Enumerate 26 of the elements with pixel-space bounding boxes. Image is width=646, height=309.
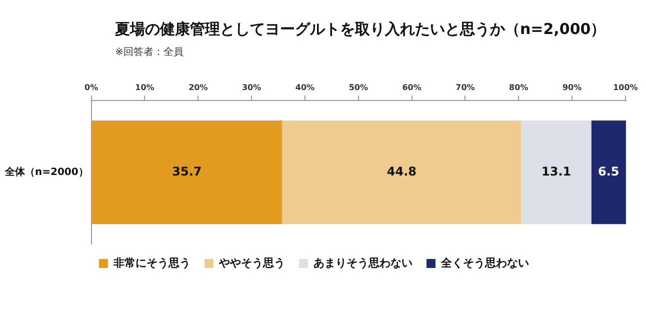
x-tick-label: 90% bbox=[562, 82, 582, 92]
x-tick-label: 40% bbox=[295, 82, 315, 92]
x-tick-label: 10% bbox=[135, 82, 154, 92]
data-label: 6.5 bbox=[598, 164, 620, 178]
x-tick-label: 20% bbox=[188, 82, 208, 92]
x-tick-label: 80% bbox=[509, 82, 528, 92]
x-tick-label: 60% bbox=[402, 82, 422, 92]
legend-label: 全くそう思わない bbox=[440, 256, 529, 270]
bar bbox=[521, 120, 592, 224]
y-tick-label: 全体（n=2000） bbox=[4, 166, 88, 178]
x-tick-label: 50% bbox=[348, 82, 368, 92]
x-tick-label: 0% bbox=[84, 82, 98, 92]
bar bbox=[282, 120, 522, 224]
x-tick-label: 30% bbox=[242, 82, 262, 92]
bar bbox=[92, 120, 282, 224]
legend-label: 非常にそう思う bbox=[112, 256, 190, 270]
data-label: 13.1 bbox=[541, 164, 572, 178]
data-label: 44.8 bbox=[386, 164, 416, 178]
bar bbox=[591, 120, 626, 224]
legend-label: ややそう思う bbox=[218, 256, 285, 270]
x-tick-label: 70% bbox=[456, 82, 475, 92]
chart-subtitle: ※回答者：全員 bbox=[115, 46, 184, 59]
x-tick-label: 100% bbox=[613, 82, 638, 92]
data-label: 35.7 bbox=[172, 164, 202, 178]
legend-label: あまりそう思わない bbox=[314, 256, 412, 270]
chart-title: 夏場の健康管理としてヨーグルトを取り入れたいと思うか（n=2,000） bbox=[115, 20, 606, 39]
